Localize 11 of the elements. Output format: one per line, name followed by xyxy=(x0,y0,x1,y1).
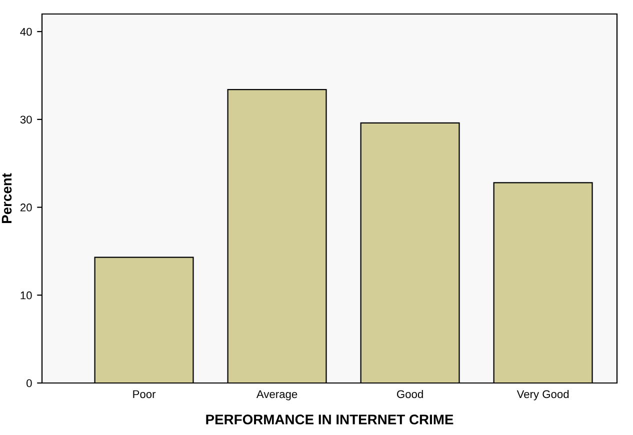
x-tick-label: Poor xyxy=(133,390,156,398)
x-tick-label: Good xyxy=(397,390,423,398)
y-tick-label: 0 xyxy=(26,379,32,388)
y-tick-label: 20 xyxy=(20,204,32,212)
y-axis-title: Percent xyxy=(2,173,12,224)
x-axis-title: PERFORMANCE IN INTERNET CRIME xyxy=(206,414,454,424)
x-tick-label: Very Good xyxy=(516,390,569,400)
y-tick-label: 40 xyxy=(20,28,32,36)
y-tick-label: 30 xyxy=(20,116,32,124)
y-tick-label: 10 xyxy=(20,291,32,300)
x-tick-label: Average xyxy=(256,390,298,400)
